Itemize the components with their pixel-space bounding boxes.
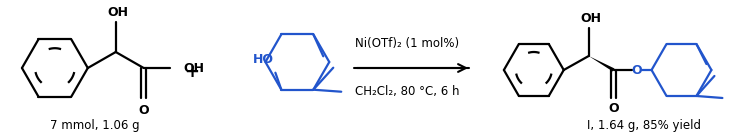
Text: +: + xyxy=(184,63,199,81)
Text: OH: OH xyxy=(183,61,205,75)
Text: O: O xyxy=(608,103,619,115)
Text: OH: OH xyxy=(581,12,601,24)
Text: OH: OH xyxy=(107,5,128,18)
Text: CH₂Cl₂, 80 °C, 6 h: CH₂Cl₂, 80 °C, 6 h xyxy=(355,84,460,98)
Text: O: O xyxy=(139,103,149,117)
Text: HO: HO xyxy=(253,53,274,66)
Text: Ni(OTf)₂ (1 mol%): Ni(OTf)₂ (1 mol%) xyxy=(355,38,459,50)
Text: I, 1.64 g, 85% yield: I, 1.64 g, 85% yield xyxy=(586,118,701,132)
Text: O: O xyxy=(631,64,642,76)
Text: 7 mmol, 1.06 g: 7 mmol, 1.06 g xyxy=(50,118,139,132)
Polygon shape xyxy=(589,56,614,72)
